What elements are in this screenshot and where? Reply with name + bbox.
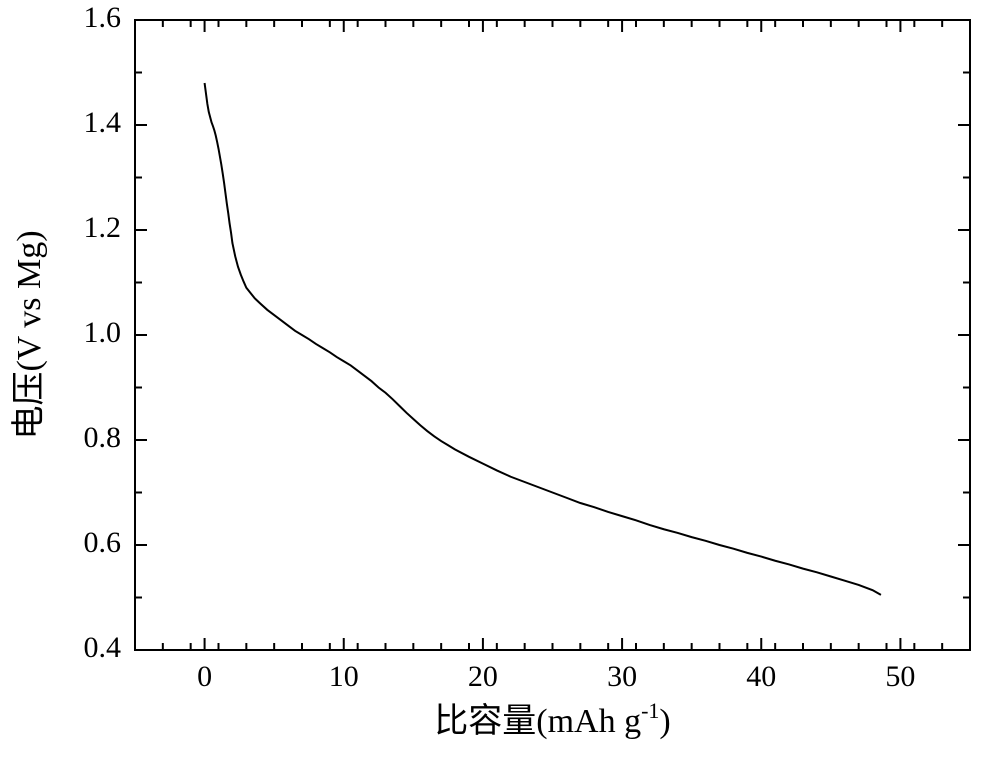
x-tick-label: 50: [885, 660, 915, 693]
discharge-curve: [205, 83, 881, 595]
y-tick-label: 1.2: [84, 211, 122, 244]
y-tick-label: 1.6: [84, 1, 122, 34]
x-axis-label: 比容量(mAh g-1): [434, 698, 670, 740]
x-tick-label: 40: [746, 660, 776, 693]
x-tick-label: 30: [607, 660, 637, 693]
y-tick-label: 0.8: [84, 421, 122, 454]
y-axis-label: 电压(V vs Mg): [10, 230, 48, 439]
y-tick-label: 0.4: [84, 631, 122, 664]
chart-container: 0 10 20 30 40 50 0.4 0.6 0.8 1.0 1.2 1.4 1.6 比容量(mAh …: [0, 0, 1000, 769]
y-tick-label: 1.4: [84, 106, 122, 139]
plot-box: [135, 20, 970, 650]
x-tick-label: 0: [197, 660, 212, 693]
y-tick-label: 1.0: [84, 316, 122, 349]
x-tick-label: 10: [329, 660, 359, 693]
y-tick-label: 0.6: [84, 526, 122, 559]
x-tick-label: 20: [468, 660, 498, 693]
discharge-curve-chart: 0 10 20 30 40 50 0.4 0.6 0.8 1.0 1.2 1.4 1.6 比容量(mAh …: [0, 0, 1000, 769]
